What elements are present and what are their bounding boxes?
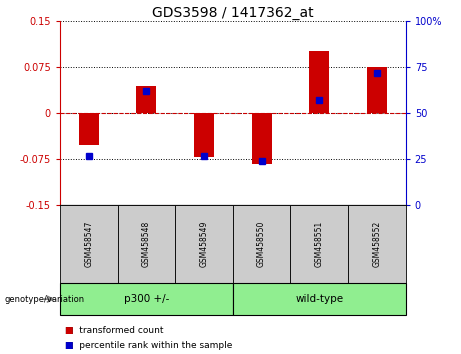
Text: ■  transformed count: ■ transformed count <box>65 326 163 336</box>
Bar <box>79 113 99 145</box>
Text: genotype/variation: genotype/variation <box>5 295 85 304</box>
Text: GSM458548: GSM458548 <box>142 221 151 267</box>
Text: GSM458549: GSM458549 <box>200 221 208 268</box>
Bar <box>233 283 406 315</box>
Text: ■: ■ <box>65 341 73 350</box>
Bar <box>60 205 118 283</box>
Bar <box>194 113 214 157</box>
Bar <box>118 205 175 283</box>
Bar <box>348 205 406 283</box>
Text: p300 +/-: p300 +/- <box>124 294 169 304</box>
Text: wild-type: wild-type <box>295 294 343 304</box>
Text: GSM458547: GSM458547 <box>84 221 93 268</box>
Bar <box>136 86 156 113</box>
Bar <box>367 67 387 113</box>
Bar <box>175 205 233 283</box>
Bar <box>309 51 329 113</box>
Bar <box>60 283 233 315</box>
Text: ■: ■ <box>65 326 73 336</box>
Title: GDS3598 / 1417362_at: GDS3598 / 1417362_at <box>152 6 313 20</box>
Text: ■  percentile rank within the sample: ■ percentile rank within the sample <box>65 341 232 350</box>
Bar <box>290 205 348 283</box>
Text: GSM458550: GSM458550 <box>257 221 266 268</box>
Bar <box>252 113 272 164</box>
Text: GSM458552: GSM458552 <box>372 221 381 267</box>
Text: GSM458551: GSM458551 <box>315 221 324 267</box>
Bar <box>233 205 290 283</box>
